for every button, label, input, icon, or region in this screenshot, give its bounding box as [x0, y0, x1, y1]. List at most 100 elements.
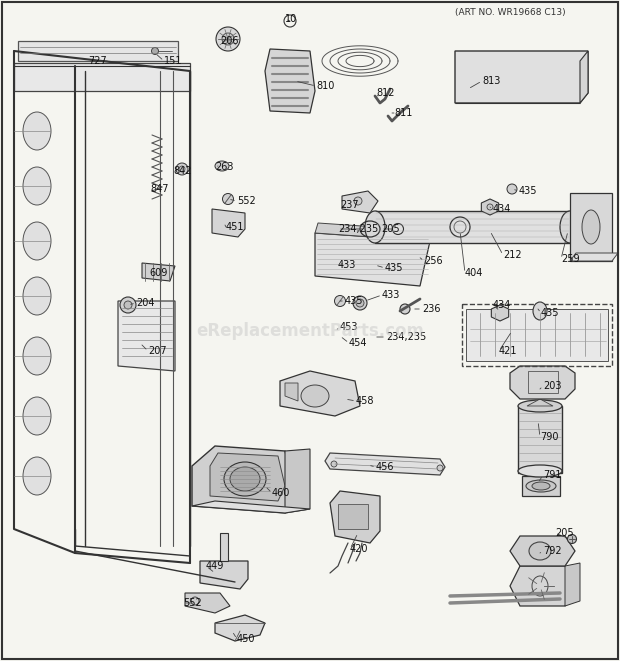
Text: 552: 552 — [237, 196, 255, 206]
Text: 450: 450 — [237, 634, 255, 644]
Text: 811: 811 — [394, 108, 412, 118]
Text: 263: 263 — [215, 162, 234, 172]
Ellipse shape — [518, 465, 562, 477]
Polygon shape — [212, 209, 245, 237]
Ellipse shape — [363, 260, 373, 270]
Text: 458: 458 — [356, 396, 374, 406]
Polygon shape — [466, 309, 608, 361]
Ellipse shape — [365, 211, 385, 243]
Bar — [462, 304, 612, 366]
Text: 205: 205 — [555, 528, 574, 538]
Ellipse shape — [335, 295, 345, 307]
Text: 456: 456 — [376, 462, 394, 472]
Ellipse shape — [507, 184, 517, 194]
Text: 204: 204 — [136, 298, 154, 308]
Bar — [14, 63, 190, 91]
Text: 404: 404 — [465, 268, 484, 278]
Text: 552: 552 — [183, 598, 202, 608]
Text: 454: 454 — [349, 338, 368, 348]
Ellipse shape — [533, 302, 547, 320]
Bar — [338, 504, 368, 529]
Polygon shape — [210, 453, 285, 501]
Polygon shape — [375, 211, 570, 243]
Text: eReplacementParts.com: eReplacementParts.com — [196, 321, 424, 340]
Ellipse shape — [437, 465, 443, 471]
Polygon shape — [118, 301, 175, 371]
Polygon shape — [491, 305, 508, 321]
Text: 435: 435 — [385, 263, 404, 273]
Text: 434: 434 — [493, 300, 512, 310]
Text: 421: 421 — [499, 346, 518, 356]
Text: 434: 434 — [493, 204, 512, 214]
Text: 237: 237 — [340, 200, 358, 210]
Ellipse shape — [23, 112, 51, 150]
Text: 236: 236 — [422, 304, 440, 314]
Polygon shape — [285, 383, 298, 401]
Ellipse shape — [179, 166, 185, 172]
Polygon shape — [481, 199, 498, 215]
Text: 810: 810 — [316, 81, 334, 91]
Polygon shape — [510, 536, 575, 566]
Ellipse shape — [23, 222, 51, 260]
Text: 791: 791 — [543, 470, 562, 480]
Ellipse shape — [345, 260, 352, 266]
Polygon shape — [315, 233, 430, 286]
Polygon shape — [565, 563, 580, 606]
Text: 420: 420 — [350, 544, 368, 554]
Text: 813: 813 — [482, 76, 500, 86]
Ellipse shape — [23, 277, 51, 315]
Ellipse shape — [356, 299, 364, 307]
Polygon shape — [570, 253, 618, 261]
Text: 10: 10 — [285, 14, 297, 24]
Text: 435: 435 — [541, 308, 559, 318]
Polygon shape — [522, 476, 560, 496]
Ellipse shape — [400, 304, 410, 314]
Ellipse shape — [230, 467, 260, 491]
Text: 435: 435 — [345, 296, 363, 306]
Polygon shape — [342, 191, 378, 213]
Ellipse shape — [353, 296, 367, 310]
Ellipse shape — [532, 482, 550, 490]
Text: 206: 206 — [220, 36, 239, 46]
Polygon shape — [192, 501, 310, 513]
Text: 212: 212 — [503, 250, 521, 260]
Text: 433: 433 — [382, 290, 401, 300]
Text: 790: 790 — [540, 432, 559, 442]
Ellipse shape — [526, 480, 556, 492]
Text: 449: 449 — [206, 561, 224, 571]
Polygon shape — [18, 41, 178, 61]
Text: 812: 812 — [376, 88, 394, 98]
Polygon shape — [570, 193, 612, 261]
Ellipse shape — [151, 48, 159, 54]
Polygon shape — [265, 49, 315, 113]
Ellipse shape — [567, 535, 577, 543]
Text: 609: 609 — [149, 268, 167, 278]
Ellipse shape — [23, 167, 51, 205]
Ellipse shape — [518, 400, 562, 412]
Polygon shape — [215, 615, 265, 641]
Text: 435: 435 — [519, 186, 538, 196]
Ellipse shape — [487, 204, 493, 210]
Text: 451: 451 — [226, 222, 244, 232]
Text: 842: 842 — [173, 166, 192, 176]
Text: 234,235: 234,235 — [386, 332, 427, 342]
Ellipse shape — [224, 462, 266, 496]
Text: 151: 151 — [164, 56, 182, 66]
Text: (ART NO. WR19668 C13): (ART NO. WR19668 C13) — [455, 9, 565, 17]
Ellipse shape — [560, 211, 580, 243]
Text: 234,235: 234,235 — [338, 224, 378, 234]
Text: 460: 460 — [272, 488, 290, 498]
Ellipse shape — [223, 194, 234, 204]
Polygon shape — [510, 366, 575, 399]
Text: 259: 259 — [561, 254, 580, 264]
Polygon shape — [455, 51, 588, 103]
Ellipse shape — [23, 337, 51, 375]
Bar — [220, 533, 228, 561]
Ellipse shape — [176, 163, 188, 175]
Ellipse shape — [215, 161, 229, 171]
Polygon shape — [185, 593, 230, 613]
Text: 205: 205 — [381, 224, 400, 234]
Polygon shape — [510, 566, 575, 606]
Ellipse shape — [342, 256, 355, 270]
Polygon shape — [580, 51, 588, 103]
